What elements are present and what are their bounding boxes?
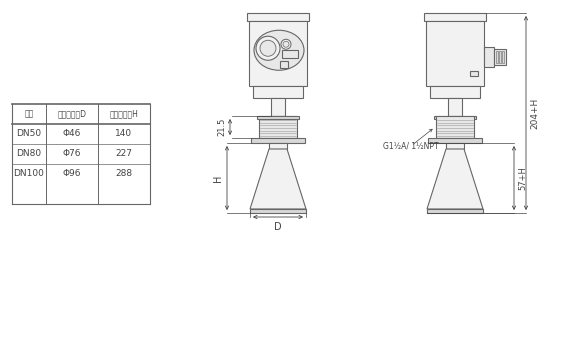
- Text: 喇叭口高度H: 喇叭口高度H: [110, 109, 138, 119]
- Text: 喇叭口直径D: 喇叭口直径D: [57, 109, 87, 119]
- Bar: [427, 209, 483, 213]
- Polygon shape: [427, 149, 483, 209]
- Text: 法兰: 法兰: [24, 109, 34, 119]
- Polygon shape: [250, 149, 306, 209]
- Text: DN100: DN100: [14, 170, 44, 179]
- Bar: [470, 71, 478, 76]
- Text: 204+H: 204+H: [530, 97, 539, 128]
- Text: Φ76: Φ76: [63, 149, 82, 159]
- Text: G1½A/ 1½NPT: G1½A/ 1½NPT: [383, 141, 439, 151]
- Bar: [257, 116, 299, 119]
- Bar: [280, 61, 288, 68]
- Bar: [249, 21, 307, 86]
- Circle shape: [281, 39, 291, 49]
- Text: 21.5: 21.5: [217, 118, 226, 136]
- Bar: [430, 86, 480, 98]
- Text: 288: 288: [115, 170, 133, 179]
- Text: Φ96: Φ96: [63, 170, 82, 179]
- Text: H: H: [213, 174, 223, 182]
- Bar: [434, 116, 476, 119]
- Bar: [251, 138, 305, 143]
- Bar: [499, 51, 501, 63]
- Circle shape: [283, 41, 289, 47]
- Text: 57+H: 57+H: [518, 166, 527, 190]
- Bar: [426, 21, 484, 86]
- Bar: [428, 138, 482, 143]
- Bar: [484, 47, 494, 67]
- Bar: [282, 50, 298, 58]
- Bar: [502, 51, 504, 63]
- Text: DN80: DN80: [17, 149, 41, 159]
- Text: 227: 227: [115, 149, 133, 159]
- Text: D: D: [274, 222, 282, 232]
- Bar: [259, 116, 297, 138]
- Text: Φ46: Φ46: [63, 129, 81, 139]
- Bar: [253, 86, 303, 98]
- Bar: [269, 143, 287, 149]
- Bar: [448, 98, 462, 116]
- Bar: [436, 116, 474, 138]
- Circle shape: [256, 36, 280, 60]
- Bar: [271, 98, 285, 116]
- Bar: [496, 51, 498, 63]
- Bar: [424, 13, 486, 21]
- Bar: [250, 209, 306, 213]
- Text: DN50: DN50: [17, 129, 41, 139]
- Ellipse shape: [254, 30, 304, 70]
- Bar: [494, 49, 506, 65]
- Circle shape: [260, 40, 276, 56]
- Bar: [247, 13, 309, 21]
- Bar: [446, 143, 464, 149]
- Text: 140: 140: [115, 129, 133, 139]
